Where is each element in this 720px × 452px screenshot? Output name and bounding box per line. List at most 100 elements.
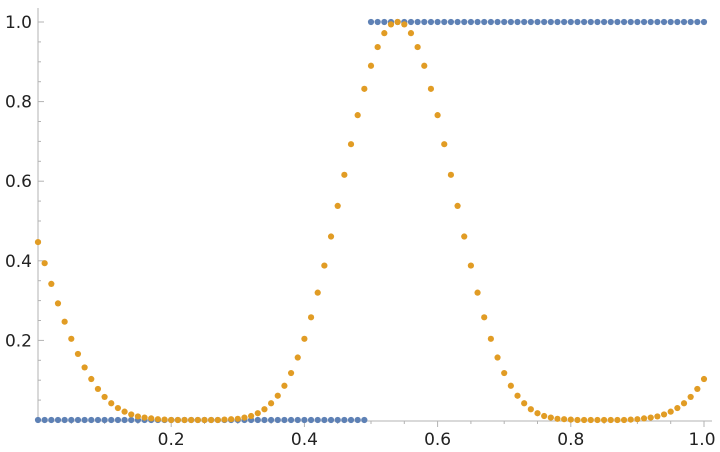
series-2-point bbox=[494, 354, 501, 361]
series-1-point bbox=[521, 18, 528, 26]
series-1-point bbox=[454, 18, 461, 26]
series-1-point bbox=[640, 18, 648, 26]
series-2-point bbox=[287, 369, 295, 377]
series-2-point bbox=[387, 21, 395, 28]
series-layer bbox=[34, 18, 708, 424]
series-2-point bbox=[581, 416, 588, 424]
series-1-point bbox=[108, 416, 115, 424]
x-tick-label: 0.4 bbox=[291, 430, 318, 450]
series-1-point bbox=[381, 18, 388, 26]
series-1-point bbox=[88, 416, 95, 424]
series-2-point bbox=[441, 141, 448, 148]
y-tick-label: 0.6 bbox=[5, 172, 32, 192]
series-1-point bbox=[101, 416, 108, 424]
series-2-point bbox=[414, 43, 421, 51]
series-2-point bbox=[141, 414, 148, 421]
series-1-point bbox=[601, 18, 608, 26]
series-1-point bbox=[34, 416, 42, 424]
series-2-point bbox=[381, 30, 388, 37]
series-2-point bbox=[607, 416, 614, 424]
series-2-point bbox=[647, 414, 654, 421]
series-2-point bbox=[314, 289, 321, 296]
series-2-point bbox=[421, 62, 428, 69]
series-2-point bbox=[334, 202, 341, 209]
series-2-point bbox=[487, 335, 494, 342]
series-1-point bbox=[321, 416, 328, 424]
x-tick-label: 0.8 bbox=[557, 430, 584, 450]
x-tick-label: 0.2 bbox=[158, 430, 185, 450]
series-2-point bbox=[154, 416, 161, 423]
series-1-point bbox=[647, 18, 654, 26]
series-2-point bbox=[354, 112, 361, 119]
series-1-point bbox=[607, 18, 614, 26]
series-1-point bbox=[467, 18, 474, 26]
series-1-point bbox=[674, 18, 681, 26]
x-tick-label: 1.0 bbox=[688, 430, 715, 450]
series-2-point bbox=[567, 416, 574, 423]
series-2-point bbox=[640, 415, 648, 422]
axes-layer bbox=[37, 8, 712, 427]
series-1-point bbox=[301, 416, 308, 424]
series-1-point bbox=[587, 18, 594, 26]
series-1-point bbox=[367, 18, 375, 26]
series-1-point bbox=[94, 416, 102, 424]
series-2-point bbox=[700, 375, 708, 383]
series-2-point bbox=[341, 171, 348, 178]
series-1-point bbox=[574, 18, 581, 26]
series-1-point bbox=[614, 18, 621, 26]
series-2-point bbox=[281, 382, 288, 389]
y-tick-label: 0.2 bbox=[5, 331, 32, 351]
series-1-point bbox=[314, 416, 321, 424]
series-1-point bbox=[461, 18, 468, 26]
y-tick-label: 0.4 bbox=[5, 252, 32, 272]
series-2-point bbox=[347, 141, 355, 148]
series-1-point bbox=[407, 18, 415, 26]
series-2-point bbox=[301, 335, 308, 342]
y-tick-label: 0.8 bbox=[5, 93, 32, 113]
series-2-point bbox=[474, 289, 481, 296]
series-2-point bbox=[427, 85, 435, 92]
series-2-point bbox=[394, 18, 401, 26]
series-2-point bbox=[680, 400, 688, 407]
series-1-point bbox=[354, 416, 361, 424]
series-1-point bbox=[68, 416, 75, 424]
series-2-point bbox=[454, 202, 461, 209]
series-1-point bbox=[421, 18, 428, 26]
series-2-point bbox=[134, 413, 141, 420]
series-1-point bbox=[414, 18, 421, 26]
series-2-point bbox=[461, 233, 468, 240]
series-2-point bbox=[321, 262, 328, 269]
series-1-point bbox=[287, 416, 295, 424]
series-1-point bbox=[61, 416, 68, 424]
series-1-point bbox=[634, 18, 641, 26]
series-2-point bbox=[234, 415, 241, 422]
series-2-point bbox=[694, 385, 701, 393]
series-2-point bbox=[128, 411, 135, 418]
series-2-point bbox=[121, 408, 128, 415]
series-1-point bbox=[667, 18, 674, 26]
series-2-point bbox=[574, 416, 581, 424]
series-1-point bbox=[534, 18, 541, 26]
series-2-point bbox=[41, 260, 48, 267]
series-1-point bbox=[341, 416, 348, 424]
series-2-point bbox=[268, 400, 275, 407]
series-2-point bbox=[74, 350, 82, 358]
series-2-point bbox=[401, 21, 408, 28]
series-2-point bbox=[228, 416, 235, 423]
series-1-point bbox=[121, 416, 128, 424]
series-2-point bbox=[248, 412, 255, 420]
series-1-point bbox=[494, 18, 501, 26]
series-2-point bbox=[208, 416, 215, 424]
series-2-point bbox=[374, 43, 381, 51]
series-1-point bbox=[281, 416, 288, 424]
series-1-point bbox=[561, 18, 568, 26]
series-2-point bbox=[561, 416, 568, 423]
series-2-point bbox=[108, 400, 115, 407]
series-1-point bbox=[334, 416, 341, 424]
series-1-point bbox=[687, 18, 694, 26]
series-2-point bbox=[81, 364, 88, 371]
series-1-point bbox=[660, 18, 668, 26]
series-2-point bbox=[687, 393, 694, 401]
